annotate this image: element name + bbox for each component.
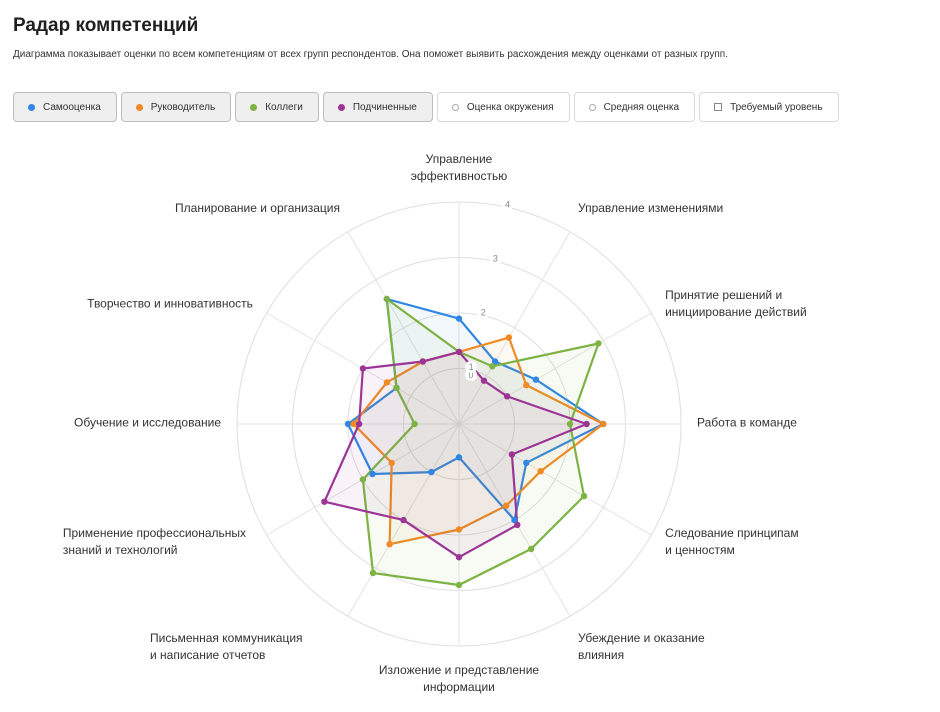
tick-label-bg	[465, 360, 478, 373]
data-point	[532, 376, 540, 383]
axis-label: и написание отчетов	[150, 648, 265, 662]
legend-label: Оценка окружения	[466, 101, 554, 113]
axis-label: влияния	[578, 648, 624, 662]
data-point	[511, 516, 518, 524]
grid-spoke	[458, 231, 571, 425]
tick-label-bg	[501, 198, 514, 211]
legend-marker-icon	[588, 103, 596, 111]
legend-toggle-environment[interactable]: Оценка окружения	[436, 92, 570, 122]
axis-label: Применение профессиональных	[63, 526, 246, 540]
data-point	[393, 384, 400, 392]
legend-label: Средняя оценка	[603, 101, 680, 113]
axis-label: эффективностью	[411, 169, 508, 183]
data-point	[514, 521, 521, 529]
axis-label: Творчество и инновативность	[87, 297, 253, 311]
data-point	[411, 420, 418, 428]
legend-marker-icon	[250, 103, 258, 111]
data-point	[508, 451, 516, 458]
grid-spoke	[347, 231, 460, 425]
data-point	[505, 334, 513, 341]
legend-marker-icon	[135, 103, 143, 111]
data-point	[503, 502, 510, 509]
data-point	[455, 315, 463, 322]
legend-label: Подчиненные	[352, 101, 417, 113]
data-point	[455, 554, 463, 561]
data-point	[580, 492, 588, 500]
data-point	[489, 363, 496, 370]
legend-filter-bar: Самооценка Руководитель Коллеги Подчинен…	[13, 92, 839, 122]
legend-marker-icon	[714, 103, 723, 111]
data-point	[383, 295, 390, 303]
legend-label: Руководитель	[150, 101, 216, 113]
data-point	[455, 581, 463, 589]
data-point	[369, 569, 377, 577]
axis-label: инициирование действий	[665, 305, 807, 319]
legend-label: Самооценка	[43, 101, 101, 113]
axis-label: Обучение и исследование	[74, 416, 221, 430]
tick-label: 0	[468, 370, 473, 380]
data-point	[523, 381, 530, 389]
axis-label: Письменная коммуникация	[150, 631, 303, 645]
grid-spoke	[458, 312, 652, 425]
tick-label: 2	[481, 308, 486, 318]
data-point	[359, 476, 367, 483]
data-point	[566, 420, 574, 428]
axis-label: и ценностям	[665, 543, 735, 557]
data-point	[480, 377, 488, 384]
legend-toggle-self[interactable]: Самооценка	[13, 92, 117, 122]
data-point	[595, 340, 602, 347]
grid-spoke	[458, 423, 652, 536]
data-point	[455, 454, 463, 461]
data-point	[583, 420, 590, 428]
legend-toggle-subordinates[interactable]: Подчиненные	[322, 92, 433, 122]
legend-toggle-required[interactable]: Требуемый уровень	[699, 92, 839, 122]
data-point	[428, 468, 435, 476]
axis-label: Следование принципам	[665, 526, 799, 540]
data-point	[350, 420, 357, 428]
tick-label: 3	[493, 254, 498, 264]
data-point	[369, 470, 376, 478]
data-point	[537, 468, 544, 475]
axis-label: знаний и технологий	[63, 543, 178, 557]
data-point	[383, 379, 391, 386]
legend-marker-icon	[337, 103, 345, 111]
data-point	[388, 459, 395, 467]
tick-label-bg	[477, 306, 490, 319]
tick-label: 4	[505, 199, 510, 209]
data-point	[400, 516, 407, 524]
axis-label: Планирование и организация	[175, 201, 340, 215]
data-point	[523, 459, 530, 466]
page-subtitle: Диаграмма показывает оценки по всем комп…	[13, 49, 728, 60]
data-point	[344, 420, 352, 428]
axis-label: информации	[423, 680, 495, 694]
data-point	[419, 358, 427, 365]
legend-toggle-average[interactable]: Средняя оценка	[573, 92, 696, 122]
page-title: Радар компетенций	[13, 15, 199, 36]
axis-label: Работа в команде	[697, 416, 797, 430]
data-point	[600, 420, 607, 428]
legend-toggle-colleagues[interactable]: Коллеги	[235, 92, 319, 122]
tick-label-bg	[489, 252, 502, 265]
legend-marker-icon	[28, 103, 35, 111]
legend-toggle-manager[interactable]: Руководитель	[120, 92, 232, 122]
data-point	[321, 498, 328, 505]
data-point	[455, 526, 463, 533]
data-point	[527, 545, 535, 553]
data-point	[455, 348, 463, 356]
data-point	[491, 358, 499, 365]
axis-label: Убеждение и оказание	[578, 631, 705, 645]
legend-label: Коллеги	[265, 101, 303, 113]
axis-label: Принятие решений и	[665, 288, 782, 302]
tick-label: 1	[469, 362, 474, 372]
axis-label: Управление изменениями	[578, 201, 723, 215]
data-point	[359, 365, 367, 372]
axis-label: Управление	[426, 152, 493, 166]
data-point	[355, 420, 363, 428]
data-point	[503, 393, 511, 400]
legend-label: Требуемый уровень	[730, 101, 823, 113]
data-point	[386, 541, 393, 548]
legend-marker-icon	[451, 103, 459, 111]
axis-label: Изложение и представление	[379, 663, 539, 677]
